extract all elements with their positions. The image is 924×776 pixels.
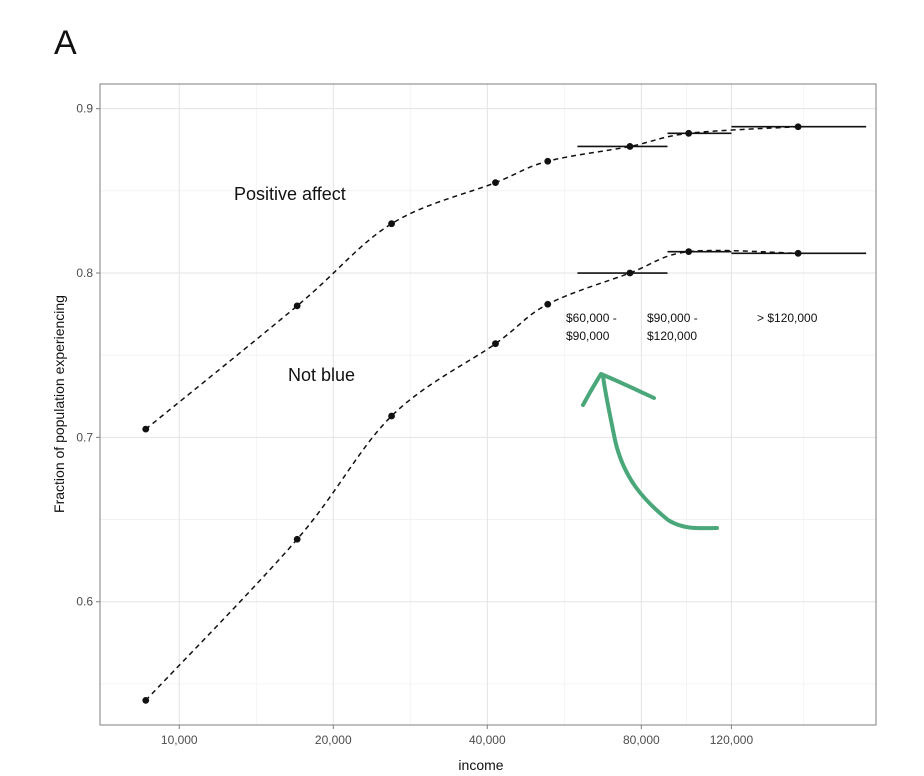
series-line-positive-affect <box>145 125 799 430</box>
range-bars <box>577 125 867 274</box>
data-point-positive-affect <box>492 179 499 187</box>
series-label-positive-affect: Positive affect <box>234 184 346 204</box>
x-tick-label: 10,000 <box>161 733 198 747</box>
axis-ticks: 10,000 20,000 40,000 80,000 120,000 0.6 0.7 0.8… <box>76 102 753 747</box>
data-point-positive-affect <box>388 220 395 228</box>
x-tick-label: 20,000 <box>315 733 352 747</box>
data-point-positive-affect <box>685 129 693 137</box>
arrow-shaft <box>601 374 719 531</box>
data-point-not-blue <box>544 300 552 308</box>
y-tick-label: 0.8 <box>76 266 93 280</box>
bracket-label-90-120-line2: $120,000 <box>647 329 697 343</box>
series-layer <box>145 125 799 701</box>
data-point-positive-affect <box>626 143 634 150</box>
series-label-not-blue: Not blue <box>288 365 355 385</box>
y-tick-label: 0.7 <box>76 430 93 444</box>
x-tick-label: 80,000 <box>623 733 660 747</box>
data-point-not-blue <box>492 340 499 348</box>
data-point-not-blue <box>388 412 395 420</box>
data-point-not-blue <box>293 535 301 543</box>
data-point-positive-affect <box>293 302 301 310</box>
data-point-positive-affect <box>794 123 802 131</box>
data-point-not-blue <box>626 269 634 277</box>
x-tick-label: 40,000 <box>469 733 506 747</box>
arrow-head <box>581 372 656 407</box>
green-arrow-annotation <box>581 372 719 531</box>
y-axis-title: Fraction of population experiencing <box>51 295 67 513</box>
income-bracket-labels: $60,000 - $90,000 $90,000 - $120,000 > $… <box>566 311 818 343</box>
data-point-positive-affect <box>142 425 150 433</box>
panel-label: A <box>54 24 77 62</box>
grid-layer <box>100 84 876 725</box>
bracket-label-120-plus: > $120,000 <box>757 311 818 325</box>
data-point-positive-affect <box>544 157 552 165</box>
x-axis-title: income <box>458 757 503 773</box>
x-tick-label: 120,000 <box>710 733 754 747</box>
bracket-label-60-90-line1: $60,000 - <box>566 311 617 325</box>
y-tick-label: 0.9 <box>76 102 93 116</box>
bracket-label-90-120-line1: $90,000 - <box>647 311 698 325</box>
y-tick-label: 0.6 <box>76 595 93 609</box>
data-point-not-blue <box>142 696 150 704</box>
series-line-not-blue <box>145 249 799 701</box>
bracket-label-60-90-line2: $90,000 <box>566 329 610 343</box>
data-point-not-blue <box>685 248 693 256</box>
plot-panel <box>99 83 877 726</box>
data-points <box>142 123 802 704</box>
data-point-not-blue <box>794 249 802 257</box>
